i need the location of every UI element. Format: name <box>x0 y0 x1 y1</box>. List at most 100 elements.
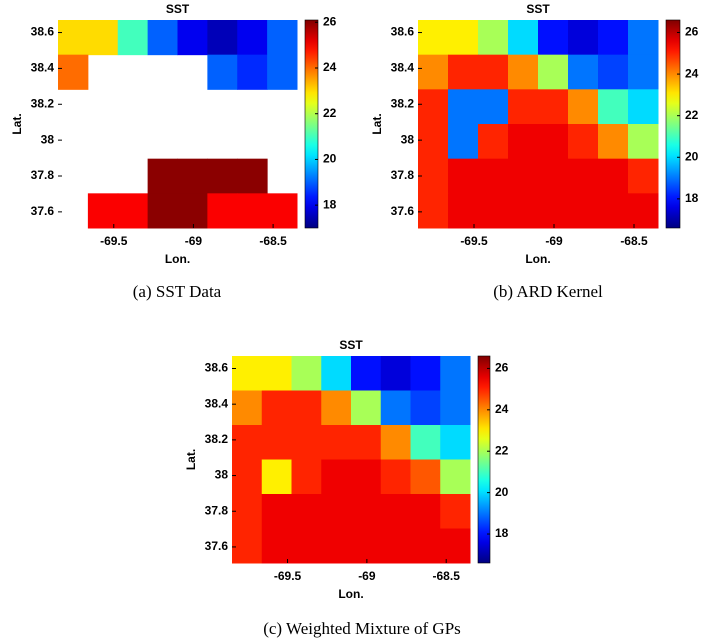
heat-cell <box>410 459 441 495</box>
heat-cell <box>117 20 149 56</box>
heat-cell <box>568 54 599 90</box>
heat-cell <box>448 193 479 229</box>
heat-cell <box>448 158 479 194</box>
heat-cell <box>418 89 449 125</box>
heat-cell <box>267 193 298 229</box>
heat-cell <box>321 494 352 529</box>
caption: (c) Weighted Mixture of GPs <box>263 619 461 638</box>
heat-cell <box>418 54 449 90</box>
y-tick-label: 38.6 <box>31 25 55 39</box>
heat-cell <box>568 193 599 229</box>
heat-cell <box>410 356 441 391</box>
x-axis-label: Lon. <box>165 252 190 266</box>
heat-cell <box>380 390 411 426</box>
heat-cell <box>291 459 322 495</box>
colorbar <box>477 355 491 564</box>
y-tick-label: 38.4 <box>205 396 229 410</box>
colorbar-tick-label: 26 <box>323 14 337 28</box>
colorbar-tick-label: 24 <box>685 66 699 80</box>
heat-cell <box>237 54 268 90</box>
heat-cell <box>207 158 238 194</box>
colorbar-tick-label: 22 <box>323 106 337 120</box>
y-axis-label: Lat. <box>184 449 198 470</box>
y-axis-label: Lat. <box>10 113 24 134</box>
colorbar-tick-label: 18 <box>323 197 337 211</box>
heat-cell <box>177 20 208 56</box>
heat-cell <box>87 193 119 229</box>
colorbar <box>665 19 681 229</box>
heat-cell <box>440 356 471 391</box>
heat-cell <box>418 124 449 160</box>
heat-cell <box>628 158 659 194</box>
heat-cell <box>380 528 411 564</box>
heat-cell <box>418 20 449 56</box>
heat-cell <box>478 89 509 125</box>
heat-cell <box>237 193 268 229</box>
heat-cell <box>147 193 178 229</box>
heat-cell <box>628 20 659 56</box>
heat-cell <box>291 356 322 391</box>
y-tick-label: 38.2 <box>391 96 415 110</box>
y-tick-label: 38.2 <box>31 96 55 110</box>
chart-title: SST <box>166 2 190 16</box>
heat-cell <box>538 124 569 160</box>
heat-cell <box>598 158 629 194</box>
x-tick-label: -69 <box>545 234 563 248</box>
x-tick-label: -69.5 <box>274 569 302 583</box>
heat-cell <box>410 528 441 564</box>
y-tick-label: 38.4 <box>391 61 415 75</box>
y-tick-label: 38.6 <box>205 361 229 375</box>
heat-cell <box>261 356 292 391</box>
colorbar-tick-label: 20 <box>685 149 699 163</box>
x-axis-label: Lon. <box>338 587 363 601</box>
caption: (b) ARD Kernel <box>493 282 603 301</box>
heat-cell <box>177 193 208 229</box>
heat-cell <box>380 494 411 529</box>
heat-cell <box>508 124 539 160</box>
heat-cell <box>410 390 441 426</box>
x-tick-label: -68.5 <box>259 234 287 248</box>
heat-cell <box>261 528 292 564</box>
y-tick-label: 37.8 <box>391 168 415 182</box>
colorbar-tick-label: 18 <box>685 191 699 205</box>
heat-cell <box>321 356 352 391</box>
heat-cell <box>351 390 382 426</box>
heat-cell <box>568 20 599 56</box>
chart-title: SST <box>526 2 550 16</box>
heat-cell <box>177 158 208 194</box>
heat-cell <box>508 89 539 125</box>
heat-cell <box>508 158 539 194</box>
heat-cell <box>380 425 411 460</box>
heat-cell <box>448 124 479 160</box>
heat-cell <box>538 158 569 194</box>
x-tick-label: -69 <box>358 569 376 583</box>
y-tick-label: 38.6 <box>391 25 415 39</box>
heat-cell <box>448 20 479 56</box>
y-tick-label: 38 <box>401 132 415 146</box>
y-tick-label: 37.8 <box>31 168 55 182</box>
heat-cell <box>232 459 263 495</box>
heat-cell <box>232 494 263 529</box>
heat-cell <box>351 459 382 495</box>
colorbar-tick-label: 26 <box>685 25 699 39</box>
heat-cell <box>568 158 599 194</box>
colorbar-tick-label: 22 <box>685 108 699 122</box>
heat-cell <box>237 20 268 56</box>
heat-cell <box>628 89 659 125</box>
heat-cell <box>351 356 382 391</box>
heat-cell <box>628 124 659 160</box>
heat-cell <box>598 54 629 90</box>
heat-cell <box>291 390 322 426</box>
colorbar-tick-label: 18 <box>495 526 509 540</box>
heat-cell <box>267 54 298 90</box>
heat-cell <box>440 425 471 460</box>
heat-cell <box>440 528 471 564</box>
heat-cell <box>351 528 382 564</box>
heat-cell <box>291 528 322 564</box>
colorbar-tick-label: 26 <box>495 361 509 375</box>
colorbar-tick-label: 20 <box>495 485 509 499</box>
heat-cell <box>261 425 292 460</box>
heat-cell <box>598 193 629 229</box>
y-tick-label: 37.6 <box>31 204 55 218</box>
